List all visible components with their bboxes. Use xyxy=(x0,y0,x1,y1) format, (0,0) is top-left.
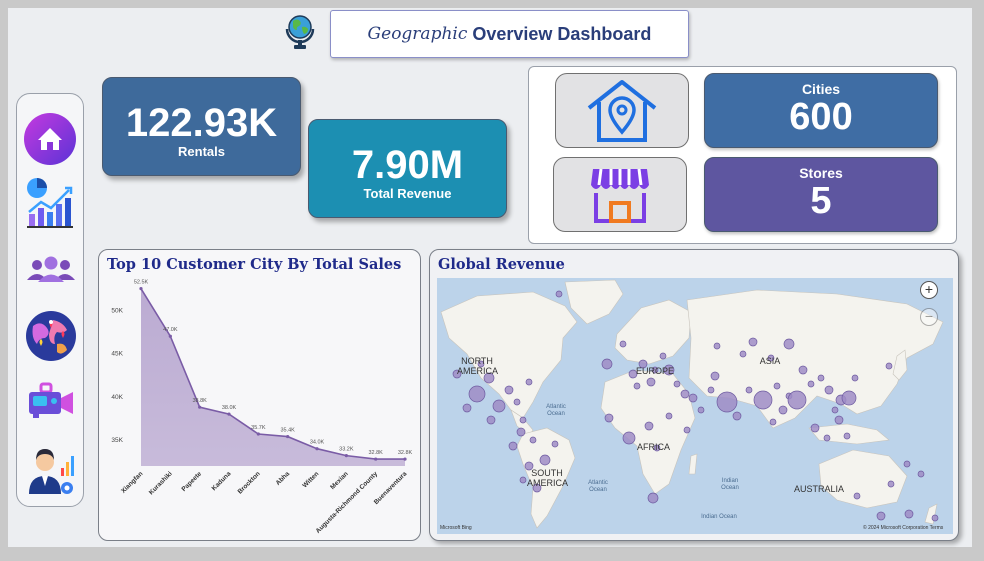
title-main: Overview Dashboard xyxy=(472,23,652,44)
label-africa: AFRICA xyxy=(637,442,671,452)
users-icon[interactable] xyxy=(23,244,79,298)
label-asia: ASIA xyxy=(759,356,781,366)
copyright-attribution[interactable]: © 2024 Microsoft Corporation Terms xyxy=(863,525,944,531)
video-camera-icon[interactable] xyxy=(23,376,79,430)
y-tick-label: 35K xyxy=(111,437,123,444)
data-label: 35.4K xyxy=(280,428,295,434)
cities-card: Cities 600 xyxy=(704,73,938,148)
y-tick-label: 45K xyxy=(111,351,123,358)
data-point[interactable] xyxy=(315,447,319,451)
data-point[interactable] xyxy=(374,457,378,461)
data-point[interactable] xyxy=(344,454,348,458)
chart-title: Top 10 Customer City By Total Sales xyxy=(107,256,402,273)
store-icon xyxy=(553,157,687,232)
chart-icon[interactable] xyxy=(23,176,79,230)
area-fill xyxy=(141,288,405,466)
label-south-america: SOUTH AMERICA xyxy=(527,468,569,488)
data-point[interactable] xyxy=(227,412,231,416)
data-label: 33.2K xyxy=(339,447,354,453)
data-point[interactable] xyxy=(403,457,407,461)
bing-attribution: Microsoft Bing xyxy=(440,525,472,531)
dashboard-canvas: Geographic Overview Dashboard xyxy=(8,8,972,547)
rentals-kpi-card: 122.93K Rentals xyxy=(102,77,301,176)
data-label: 52.5K xyxy=(134,280,149,286)
x-tick-label: Xiangfan xyxy=(120,470,144,494)
label-atlantic-south: Atlantic Ocean xyxy=(588,480,608,493)
label-europe: EUROPE xyxy=(635,366,674,376)
x-tick-label: Abha xyxy=(275,470,292,487)
zoom-in-button[interactable]: + xyxy=(920,281,938,299)
world-map-land xyxy=(440,279,944,529)
data-label: 47.0K xyxy=(163,327,178,333)
data-point[interactable] xyxy=(286,434,290,439)
data-label: 34.0K xyxy=(310,440,325,446)
label-australia: AUSTRALIA xyxy=(793,484,844,494)
zoom-out-button[interactable]: − xyxy=(920,308,938,326)
staff-report-icon[interactable] xyxy=(23,444,79,498)
label-indian-ocean: Indian Ocean xyxy=(721,478,739,491)
label-atlantic-north: Atlantic Ocean xyxy=(546,404,566,417)
stats-panel: Cities 600 Stores 5 xyxy=(528,66,957,244)
data-label: 35.7K xyxy=(251,425,266,431)
x-tick-label: Mexian xyxy=(329,470,350,491)
revenue-label: Total Revenue xyxy=(363,186,452,201)
world-map[interactable]: NORTH AMERICA EUROPE ASIA AFRICA SOUTH A… xyxy=(437,278,953,534)
y-tick-label: 50K xyxy=(111,307,123,314)
series-line xyxy=(140,288,405,460)
data-point[interactable] xyxy=(139,287,143,291)
data-point[interactable] xyxy=(256,432,260,436)
home-icon[interactable] xyxy=(23,112,79,166)
stores-card: Stores 5 xyxy=(704,157,938,232)
label-indian-ocean-2: Indian Ocean xyxy=(701,514,737,520)
label-north-america: NORTH AMERICA xyxy=(457,356,499,376)
x-tick-label: Papeete xyxy=(180,470,203,493)
dashboard-title: Geographic Overview Dashboard xyxy=(330,10,689,58)
data-label: 32.8K xyxy=(368,450,383,456)
rentals-value: 122.93K xyxy=(125,101,278,145)
revenue-kpi-card: 7.90M Total Revenue xyxy=(308,119,507,218)
rentals-label: Rentals xyxy=(178,144,225,159)
data-label: 32.8K xyxy=(398,450,413,456)
data-point[interactable] xyxy=(198,405,202,409)
x-tick-label: Kaduna xyxy=(211,470,233,492)
x-tick-label: Kurashiki xyxy=(148,470,174,496)
globe-icon xyxy=(282,12,318,52)
sidebar-nav xyxy=(16,93,84,507)
world-map-icon[interactable] xyxy=(23,308,79,362)
house-location-icon xyxy=(555,73,689,148)
cities-value: 600 xyxy=(789,96,853,138)
x-tick-label: Witten xyxy=(301,470,320,489)
x-tick-label: Augusta-Richmond County xyxy=(315,470,380,535)
data-point[interactable] xyxy=(168,334,172,338)
data-label: 38.0K xyxy=(222,405,237,411)
map-title: Global Revenue xyxy=(438,256,565,273)
cities-label: Cities xyxy=(801,81,841,97)
top-cities-chart-panel: Top 10 Customer City By Total Sales 52.5… xyxy=(98,249,421,541)
x-tick-label: Brockton xyxy=(237,470,262,495)
global-revenue-map-panel: Global Revenue xyxy=(429,249,959,541)
top-cities-chart: 52.5K 47.0K 38.8K 38.0K 35.7K 35.4K 34.0K 33.2K… xyxy=(111,280,413,535)
revenue-value: 7.90M xyxy=(351,143,464,187)
stores-value: 5 xyxy=(810,180,832,222)
stores-label: Stores xyxy=(799,165,843,181)
y-tick-label: 40K xyxy=(111,394,123,401)
title-italic: Geographic xyxy=(367,24,468,44)
data-label: 38.8K xyxy=(192,398,207,404)
